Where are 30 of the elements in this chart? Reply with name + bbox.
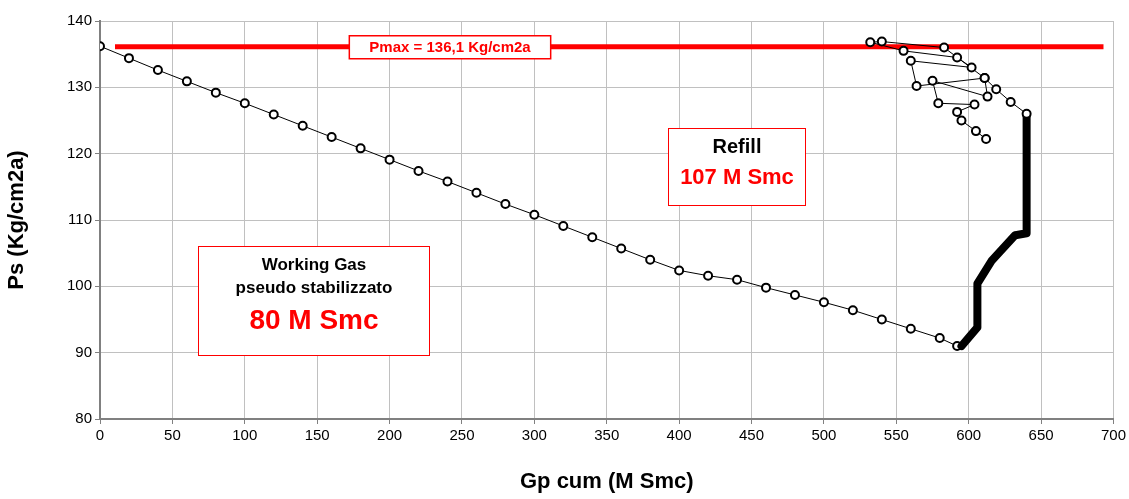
x-tick-label: 300 bbox=[521, 426, 547, 444]
x-tick-label: 250 bbox=[449, 426, 475, 444]
x-tick-label: 700 bbox=[1100, 426, 1126, 444]
y-axis-title: Ps (Kg/cm2a) bbox=[3, 150, 29, 290]
x-tick-label: 650 bbox=[1028, 426, 1054, 444]
x-tick-label: 400 bbox=[666, 426, 692, 444]
y-tick-label: 100 bbox=[66, 276, 92, 294]
x-tick-label: 350 bbox=[594, 426, 620, 444]
y-tick-label: 90 bbox=[75, 342, 92, 360]
y-tick-label: 120 bbox=[66, 143, 92, 161]
annotation: 80 M Smc bbox=[248, 304, 380, 336]
y-tick-label: 130 bbox=[66, 77, 92, 95]
annotation: Working Gas bbox=[260, 255, 368, 275]
x-tick-label: 150 bbox=[304, 426, 330, 444]
x-tick-label: 600 bbox=[956, 426, 982, 444]
x-tick-label: 200 bbox=[377, 426, 403, 444]
x-tick-label: 550 bbox=[883, 426, 909, 444]
x-tick-label: 100 bbox=[232, 426, 258, 444]
annotation: pseudo stabilizzato bbox=[234, 278, 394, 298]
y-tick-label: 110 bbox=[68, 210, 92, 228]
x-tick-label: 500 bbox=[811, 426, 837, 444]
x-tick-label: 0 bbox=[95, 426, 105, 444]
y-tick-label: 80 bbox=[75, 409, 92, 427]
x-tick-label: 50 bbox=[164, 426, 181, 444]
y-tick-label: 140 bbox=[66, 11, 92, 29]
annotation: 107 M Smc bbox=[679, 164, 795, 190]
ref-line-label: Pmax = 136,1 Kg/cm2a bbox=[369, 38, 532, 56]
annotation: Refill bbox=[711, 135, 763, 158]
x-tick-label: 450 bbox=[739, 426, 765, 444]
x-axis-title: Gp cum (M Smc) bbox=[519, 467, 694, 493]
